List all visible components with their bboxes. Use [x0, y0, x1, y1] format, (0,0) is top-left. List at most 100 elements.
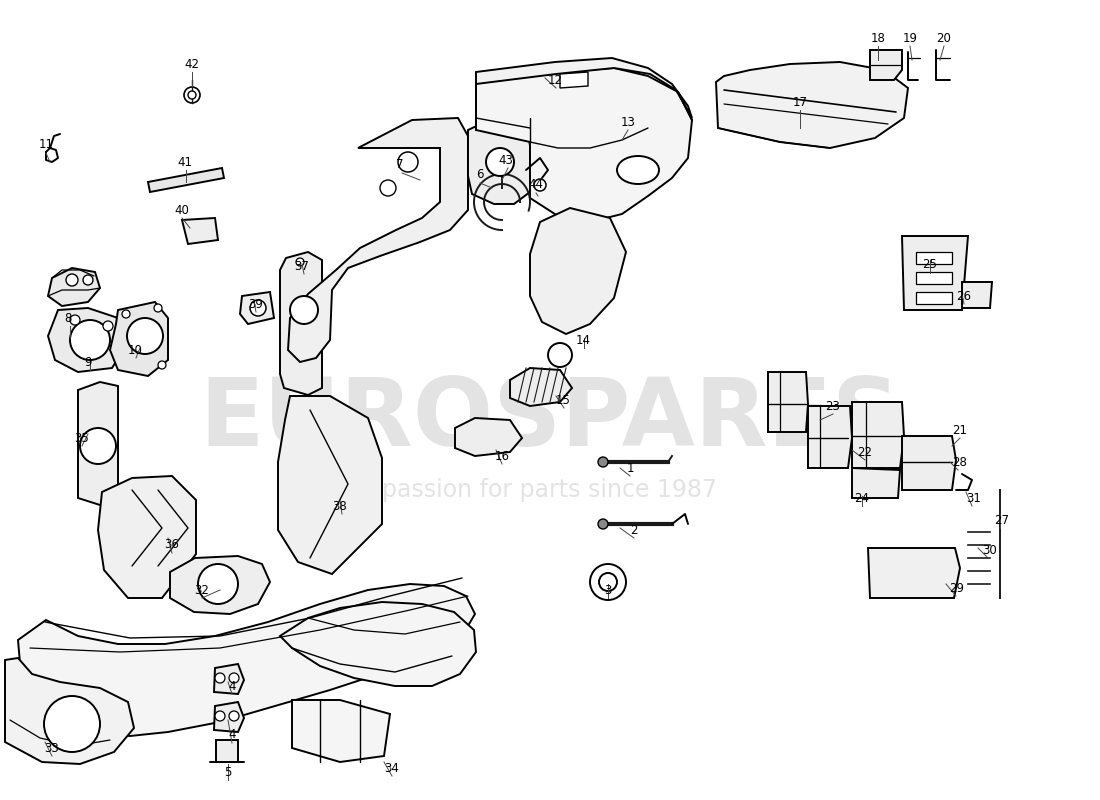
Text: 6: 6: [476, 169, 484, 182]
Circle shape: [296, 258, 304, 266]
Circle shape: [534, 179, 546, 191]
Text: 15: 15: [556, 394, 571, 406]
Circle shape: [379, 180, 396, 196]
Text: 3: 3: [604, 583, 612, 597]
Text: 29: 29: [949, 582, 965, 594]
Circle shape: [229, 673, 239, 683]
Polygon shape: [808, 406, 852, 468]
Text: 2: 2: [630, 523, 638, 537]
Text: 31: 31: [967, 491, 981, 505]
Text: 41: 41: [177, 155, 192, 169]
Polygon shape: [110, 302, 168, 376]
Polygon shape: [216, 740, 238, 762]
Text: 19: 19: [902, 31, 917, 45]
Polygon shape: [278, 396, 382, 574]
Text: passion for parts since 1987: passion for parts since 1987: [383, 478, 717, 502]
Text: 23: 23: [826, 399, 840, 413]
Polygon shape: [170, 556, 270, 614]
Polygon shape: [48, 268, 100, 306]
Polygon shape: [868, 548, 960, 598]
Text: 8: 8: [64, 311, 72, 325]
Polygon shape: [214, 664, 244, 694]
Circle shape: [398, 152, 418, 172]
Polygon shape: [902, 436, 956, 490]
Circle shape: [598, 457, 608, 467]
Text: 22: 22: [858, 446, 872, 458]
Circle shape: [122, 310, 130, 318]
Polygon shape: [530, 208, 626, 334]
Circle shape: [82, 275, 94, 285]
Polygon shape: [916, 252, 952, 264]
Text: 40: 40: [175, 203, 189, 217]
Text: 36: 36: [165, 538, 179, 551]
Text: 1: 1: [626, 462, 634, 474]
Circle shape: [158, 361, 166, 369]
Polygon shape: [48, 308, 126, 372]
Text: 9: 9: [85, 355, 91, 369]
Text: 42: 42: [185, 58, 199, 70]
Polygon shape: [510, 368, 572, 406]
Text: 24: 24: [855, 491, 869, 505]
Polygon shape: [852, 468, 900, 498]
Text: 28: 28: [953, 455, 967, 469]
Circle shape: [290, 296, 318, 324]
Circle shape: [184, 87, 200, 103]
Circle shape: [486, 148, 514, 176]
Text: 44: 44: [528, 178, 543, 191]
Text: 38: 38: [332, 499, 348, 513]
Text: 5: 5: [224, 766, 232, 778]
Polygon shape: [280, 602, 476, 686]
Polygon shape: [962, 282, 992, 308]
Text: 32: 32: [195, 583, 209, 597]
Circle shape: [590, 564, 626, 600]
Polygon shape: [280, 252, 322, 395]
Circle shape: [548, 343, 572, 367]
Polygon shape: [476, 68, 692, 222]
Circle shape: [600, 573, 617, 591]
Text: 30: 30: [982, 543, 998, 557]
Circle shape: [44, 696, 100, 752]
Circle shape: [66, 274, 78, 286]
Text: 4: 4: [229, 679, 235, 693]
Polygon shape: [292, 700, 390, 762]
Text: 11: 11: [39, 138, 54, 151]
Text: 27: 27: [994, 514, 1010, 526]
Polygon shape: [214, 702, 244, 732]
Ellipse shape: [617, 156, 659, 184]
Polygon shape: [98, 476, 196, 598]
Polygon shape: [18, 584, 475, 736]
Text: 37: 37: [295, 259, 309, 273]
Circle shape: [214, 673, 225, 683]
Polygon shape: [182, 218, 218, 244]
Circle shape: [229, 711, 239, 721]
Text: 10: 10: [128, 343, 142, 357]
Circle shape: [598, 519, 608, 529]
Text: 43: 43: [498, 154, 514, 166]
Polygon shape: [476, 58, 692, 118]
Polygon shape: [240, 292, 274, 324]
Polygon shape: [768, 372, 808, 432]
Text: 16: 16: [495, 450, 509, 462]
Text: 14: 14: [575, 334, 591, 346]
Circle shape: [198, 564, 238, 604]
Circle shape: [250, 300, 266, 316]
Text: 26: 26: [957, 290, 971, 302]
Circle shape: [70, 315, 80, 325]
Text: 13: 13: [620, 115, 636, 129]
Circle shape: [80, 428, 116, 464]
Text: 34: 34: [385, 762, 399, 774]
Text: 35: 35: [75, 431, 89, 445]
Circle shape: [103, 321, 113, 331]
Text: 17: 17: [792, 95, 807, 109]
Polygon shape: [852, 402, 904, 468]
Circle shape: [154, 304, 162, 312]
Polygon shape: [870, 50, 902, 80]
Polygon shape: [916, 292, 952, 304]
Text: 7: 7: [396, 158, 404, 171]
Text: 12: 12: [548, 74, 562, 86]
Text: 21: 21: [953, 423, 968, 437]
Circle shape: [214, 711, 225, 721]
Text: 39: 39: [249, 298, 263, 310]
Text: 25: 25: [923, 258, 937, 271]
Text: 4: 4: [229, 729, 235, 742]
